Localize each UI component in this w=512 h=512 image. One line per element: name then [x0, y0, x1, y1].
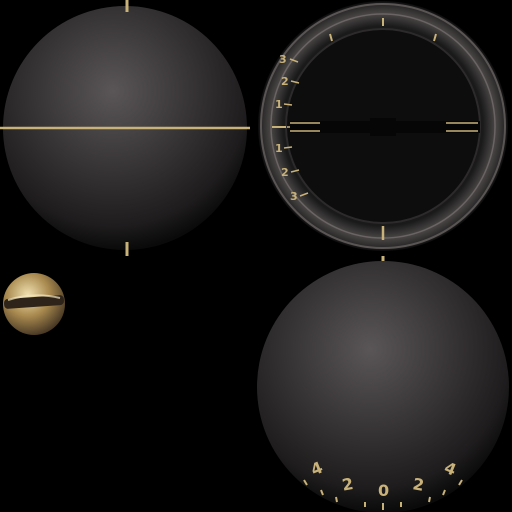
heading-label-zero: 0: [378, 481, 389, 500]
glass-disc-bottom-right: 4 2 0 2 4: [257, 256, 509, 512]
screw-icon: [3, 273, 65, 335]
heading-label-left-2: 2: [341, 474, 355, 495]
attitude-bar-icon: [287, 118, 480, 136]
bank-label-upper-3: 3: [279, 53, 287, 66]
scale-tick: [433, 33, 437, 42]
glass-disc-top-left: [0, 0, 250, 256]
bank-label-lower-3: 3: [290, 190, 298, 203]
bank-label-lower-1: 1: [275, 142, 283, 155]
bank-label-upper-1: 1: [275, 98, 283, 111]
bank-label-lower-2: 2: [281, 166, 289, 179]
heading-label-right-2: 2: [411, 474, 425, 495]
instrument-glass-icon: [257, 261, 509, 512]
scale-tick: [329, 33, 333, 42]
bank-scale: 3 2 1 1 2 3: [272, 53, 309, 203]
attitude-indicator-bezel: 3 2 1 1 2 3: [258, 1, 508, 251]
bank-label-upper-2: 2: [281, 75, 289, 88]
